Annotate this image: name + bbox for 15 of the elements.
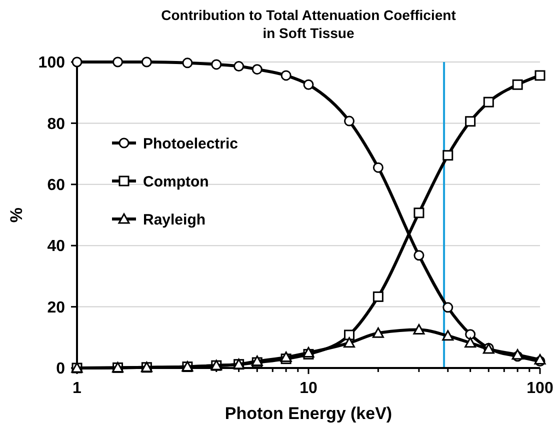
y-tick-label: 0 [56, 360, 66, 378]
legend-label: Rayleigh [143, 211, 206, 228]
y-tick-label: 60 [47, 177, 66, 194]
x-axis-title: Photon Energy (keV) [224, 404, 392, 423]
chart-title: Contribution to Total Attenuation Coefficient in Soft Tissue [161, 7, 456, 41]
y-tick-label: 40 [47, 238, 66, 256]
x-tick-label: 10 [300, 380, 318, 397]
legend-label: Photoelectric [143, 135, 238, 152]
y-tick-label: 20 [47, 299, 66, 316]
x-tick-label: 100 [526, 380, 554, 397]
y-tick-label: 100 [38, 54, 66, 72]
y-tick-label: 80 [47, 116, 66, 133]
legend-label: Compton [143, 173, 209, 190]
x-tick-label: 1 [72, 380, 82, 397]
y-axis-title: % [7, 207, 26, 223]
